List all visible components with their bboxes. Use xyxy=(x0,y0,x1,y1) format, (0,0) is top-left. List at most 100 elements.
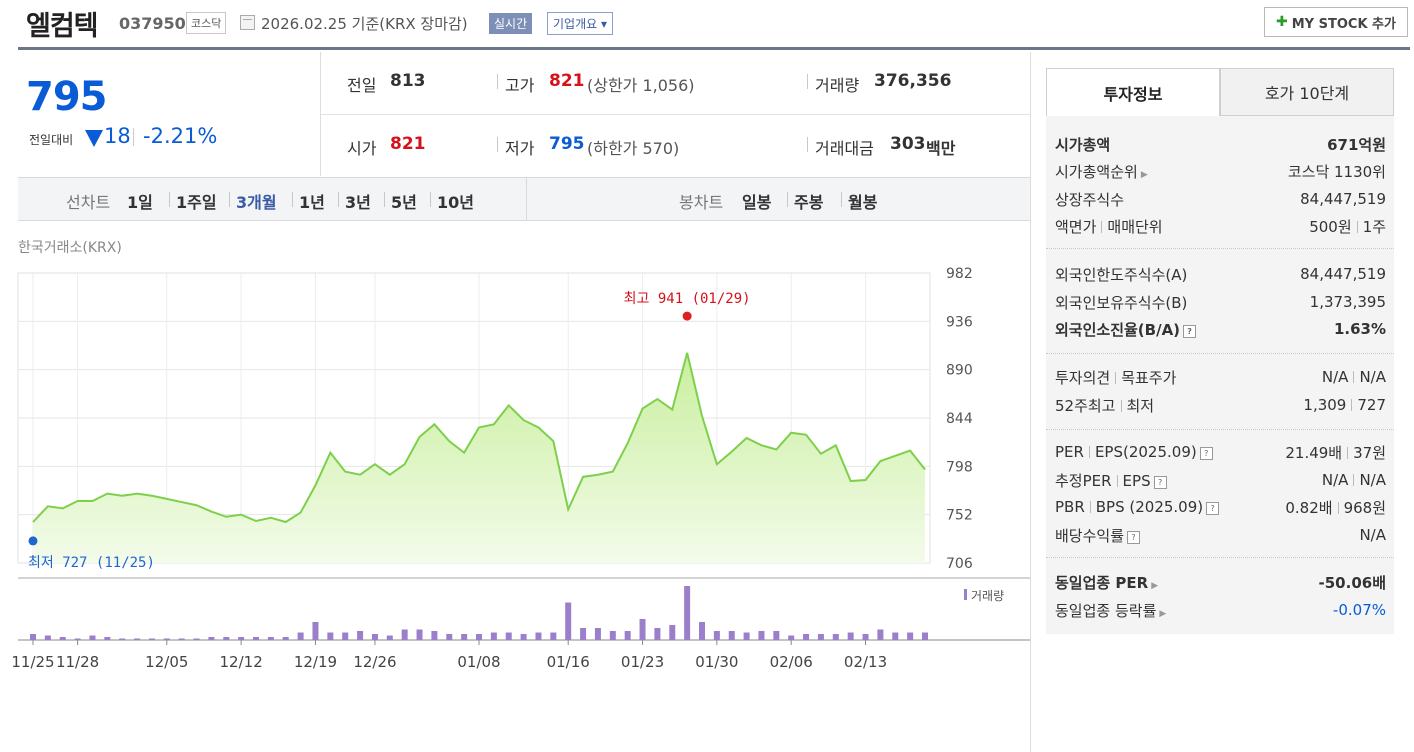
info-label: 추정PER xyxy=(1055,471,1112,490)
price-chart: 982 936 890 844 798 752 706 최고 941 (01/29) 최저 7… xyxy=(11,266,1030,671)
volume-bar xyxy=(134,638,141,640)
volume-bar xyxy=(371,634,378,640)
volume-bar xyxy=(907,632,914,640)
tab-investment-info[interactable]: 투자정보 xyxy=(1046,68,1220,116)
volume-legend-label: 거래량 xyxy=(971,589,1004,603)
change-label: 전일대비 xyxy=(29,133,74,147)
volume-bar xyxy=(238,637,245,640)
info-value: -50.06배 xyxy=(1318,573,1386,592)
volume-bar xyxy=(594,628,601,640)
info-row-market-cap-rank[interactable]: 시가총액순위 ▶ 코스닥 1130위 xyxy=(1055,159,1386,183)
volume-bar xyxy=(490,632,497,640)
volume-bar xyxy=(817,634,824,640)
header-divider xyxy=(18,47,1410,50)
info-label: 시가총액 xyxy=(1055,135,1111,154)
volume-bar xyxy=(892,632,899,640)
base-date: 2026.02.25 기준(KRX 장마감) xyxy=(261,15,468,33)
volume-bar xyxy=(44,635,51,640)
section-divider xyxy=(1046,429,1394,430)
change-percent: -2.21% xyxy=(143,124,218,148)
period-10년[interactable]: 10년 xyxy=(437,193,474,212)
info-value: -0.07% xyxy=(1332,601,1386,619)
chevron-right-icon: ▶ xyxy=(1140,169,1148,180)
divider xyxy=(1089,501,1091,513)
info-value: N/A xyxy=(1321,471,1349,489)
volume-bar xyxy=(386,635,393,640)
period-1일[interactable]: 1일 xyxy=(127,193,153,212)
amount-value: 303 xyxy=(890,134,926,154)
info-value: 코스닥 1130위 xyxy=(1287,162,1386,181)
volume-bar xyxy=(253,637,259,640)
info-label: EPS xyxy=(1122,471,1151,490)
candle-일봉[interactable]: 일봉 xyxy=(742,193,772,212)
info-row-industry-per[interactable]: 동일업종 PER ▶ -50.06배 xyxy=(1055,570,1386,594)
volume-bar xyxy=(639,619,646,640)
info-label: PER xyxy=(1055,443,1084,461)
info-label: 동일업종 등락률 xyxy=(1055,601,1157,620)
period-3개월[interactable]: 3개월 xyxy=(236,193,277,212)
info-row-foreign-limit: 외국인한도주식수(A) 84,447,519 xyxy=(1055,262,1386,286)
info-label: 최저 xyxy=(1126,396,1155,415)
volume-bar xyxy=(30,634,36,640)
high-marker xyxy=(682,311,692,321)
tab-order-book[interactable]: 호가 10단계 xyxy=(1220,68,1394,116)
volume-bar xyxy=(609,631,616,640)
low-marker xyxy=(28,536,38,546)
help-icon[interactable]: ? xyxy=(1153,475,1167,489)
exchange-label: 한국거래소(KRX) xyxy=(18,240,122,256)
info-row-industry-change[interactable]: 동일업종 등락률 ▶ -0.07% xyxy=(1055,598,1386,622)
volume-legend-swatch xyxy=(964,589,967,600)
divider xyxy=(1353,371,1355,383)
volume-value: 376,356 xyxy=(874,71,952,91)
volume-bar xyxy=(728,631,735,640)
info-label: PBR xyxy=(1055,498,1085,516)
company-overview-button[interactable]: 기업개요 ▾ xyxy=(547,12,613,35)
divider xyxy=(1353,474,1355,486)
divider xyxy=(1356,220,1358,233)
period-5년[interactable]: 5년 xyxy=(391,193,417,212)
volume-bar xyxy=(654,628,661,640)
info-value: 1.63% xyxy=(1333,320,1386,338)
volume-bar xyxy=(401,629,408,640)
info-row-pbr: PBR BPS (2025.09)? 0.82배 968원 xyxy=(1055,495,1386,519)
info-row-shares: 상장주식수 84,447,519 xyxy=(1055,187,1386,211)
candle-chart-label: 봉차트 xyxy=(679,193,724,212)
volume-bar xyxy=(342,632,349,640)
prev-close-label: 전일 xyxy=(347,76,377,95)
divider xyxy=(338,192,339,207)
y-tick-label: 890 xyxy=(946,363,973,379)
help-icon[interactable]: ? xyxy=(1183,324,1197,338)
volume-bar xyxy=(505,632,512,640)
period-1주일[interactable]: 1주일 xyxy=(176,193,217,212)
divider xyxy=(1101,220,1103,233)
volume-bar xyxy=(148,638,155,640)
info-row-foreign-ratio: 외국인소진율(B/A)? 1.63% xyxy=(1055,317,1386,341)
lower-limit: (하한가 570) xyxy=(587,139,680,158)
x-tick-label: 02/06 xyxy=(770,653,813,671)
volume-bar xyxy=(862,634,869,640)
volume-bar xyxy=(119,638,126,640)
quote-row-divider xyxy=(321,114,1031,115)
realtime-button[interactable]: 실시간 xyxy=(489,13,533,34)
volume-bar xyxy=(208,637,215,640)
info-row-dividend: 배당수익률? N/A xyxy=(1055,523,1386,547)
candle-주봉[interactable]: 주봉 xyxy=(794,193,824,212)
divider xyxy=(497,137,498,152)
high-value: 821 xyxy=(549,71,585,91)
period-3년[interactable]: 3년 xyxy=(345,193,371,212)
my-stock-add-button[interactable]: ✚ MY STOCK 추가 xyxy=(1264,7,1408,37)
help-icon[interactable]: ? xyxy=(1199,447,1213,460)
amount-label: 거래대금 xyxy=(815,139,874,158)
candle-월봉[interactable]: 월봉 xyxy=(848,193,878,212)
volume-bar xyxy=(357,631,364,640)
current-price: 795 xyxy=(26,74,107,120)
help-icon[interactable]: ? xyxy=(1206,502,1220,515)
help-icon[interactable]: ? xyxy=(1127,530,1141,544)
period-1년[interactable]: 1년 xyxy=(299,193,325,212)
x-tick-label: 12/26 xyxy=(353,653,396,671)
company-name: 엘컴텍 xyxy=(26,11,99,42)
info-label: 상장주식수 xyxy=(1055,190,1125,209)
info-label: 투자의견 xyxy=(1055,368,1111,387)
volume-bar xyxy=(713,631,720,640)
x-tick-label: 01/30 xyxy=(695,653,738,671)
